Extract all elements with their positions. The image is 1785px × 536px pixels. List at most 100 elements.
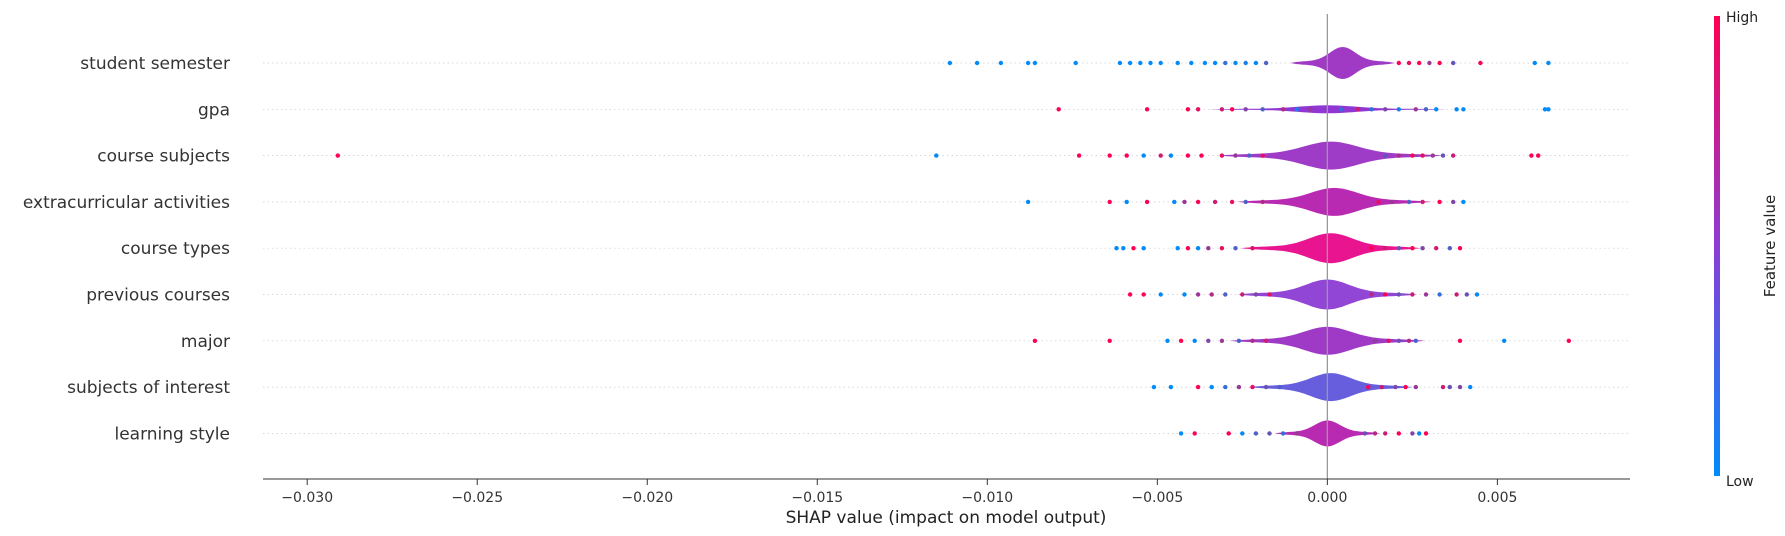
data-point bbox=[1376, 199, 1381, 205]
data-point bbox=[1447, 246, 1453, 251]
data-point bbox=[1396, 60, 1402, 66]
data-point bbox=[1032, 60, 1038, 66]
data-point bbox=[1260, 199, 1265, 205]
data-point bbox=[1461, 107, 1466, 112]
data-point bbox=[1478, 60, 1483, 66]
data-point bbox=[1396, 107, 1402, 112]
violin-shape bbox=[1248, 373, 1413, 402]
data-point bbox=[1366, 384, 1371, 390]
data-point bbox=[1107, 153, 1112, 158]
data-point bbox=[1413, 384, 1419, 390]
data-point bbox=[1250, 338, 1255, 343]
feature-label: previous courses bbox=[86, 286, 230, 306]
data-point bbox=[1175, 60, 1180, 66]
data-point bbox=[1195, 292, 1201, 297]
data-point bbox=[1464, 292, 1470, 297]
data-point bbox=[1434, 107, 1439, 112]
data-point bbox=[1141, 292, 1146, 297]
data-point bbox=[1369, 246, 1374, 251]
feature-label: learning style bbox=[114, 424, 230, 444]
data-point bbox=[1253, 431, 1259, 436]
data-point bbox=[1189, 60, 1194, 66]
feature-label: extracurricular activities bbox=[23, 193, 230, 213]
data-point bbox=[1403, 384, 1408, 390]
data-point bbox=[1226, 431, 1231, 436]
data-point bbox=[1362, 431, 1368, 436]
colorbar-title: Feature value bbox=[1761, 195, 1779, 297]
x-tick-label: −0.005 bbox=[1131, 490, 1183, 506]
data-point bbox=[1233, 60, 1238, 66]
data-point bbox=[1396, 338, 1402, 343]
data-point bbox=[1546, 60, 1551, 66]
data-point bbox=[1406, 338, 1412, 343]
data-point bbox=[1393, 384, 1398, 390]
data-point bbox=[1121, 246, 1126, 251]
data-point bbox=[1212, 60, 1218, 66]
violin-shape bbox=[1241, 233, 1421, 264]
data-point bbox=[1240, 431, 1245, 436]
data-point bbox=[1369, 107, 1374, 112]
data-point bbox=[1158, 153, 1163, 158]
data-point bbox=[1223, 60, 1228, 66]
data-point bbox=[1417, 431, 1422, 436]
data-point bbox=[1566, 338, 1572, 343]
data-point bbox=[1420, 246, 1425, 251]
data-point bbox=[1396, 153, 1402, 158]
data-point bbox=[1107, 338, 1112, 343]
data-point bbox=[1372, 431, 1378, 436]
data-point bbox=[1185, 107, 1191, 112]
data-point bbox=[1056, 107, 1061, 112]
data-point bbox=[1250, 384, 1255, 390]
data-point bbox=[1243, 199, 1248, 205]
x-tick-label: 0.000 bbox=[1307, 490, 1347, 506]
data-point bbox=[1144, 199, 1150, 205]
data-point bbox=[1233, 153, 1238, 158]
data-point bbox=[1202, 60, 1208, 66]
data-point bbox=[1338, 107, 1344, 112]
feature-label: major bbox=[181, 332, 230, 352]
data-point bbox=[1372, 338, 1378, 343]
data-point bbox=[1457, 246, 1463, 251]
data-point bbox=[1280, 107, 1286, 112]
data-point bbox=[1158, 292, 1163, 297]
data-point bbox=[1185, 246, 1191, 251]
data-point bbox=[1417, 60, 1422, 66]
data-point bbox=[1151, 384, 1157, 390]
feature-label: subjects of interest bbox=[67, 378, 230, 398]
data-point bbox=[1195, 246, 1201, 251]
data-point bbox=[1389, 199, 1395, 205]
data-point bbox=[1383, 153, 1388, 158]
data-point bbox=[1396, 431, 1402, 436]
data-point bbox=[1457, 384, 1463, 390]
data-point bbox=[1451, 153, 1456, 158]
data-point bbox=[1212, 199, 1218, 205]
data-point bbox=[1383, 246, 1388, 251]
data-point bbox=[1420, 199, 1425, 205]
data-point bbox=[1127, 292, 1133, 297]
data-point bbox=[1536, 153, 1541, 158]
data-point bbox=[1192, 431, 1197, 436]
data-point bbox=[1474, 292, 1480, 297]
data-point bbox=[1454, 107, 1459, 112]
data-point bbox=[1451, 199, 1456, 205]
data-point bbox=[1229, 107, 1235, 112]
data-point bbox=[1529, 153, 1534, 158]
data-point bbox=[1223, 292, 1228, 297]
data-point bbox=[1280, 431, 1286, 436]
data-point bbox=[1206, 246, 1211, 251]
data-point bbox=[1406, 199, 1412, 205]
data-point bbox=[1430, 153, 1436, 158]
violin-shape bbox=[1218, 141, 1443, 170]
data-point bbox=[947, 60, 953, 66]
data-point bbox=[1413, 338, 1419, 343]
data-point bbox=[1451, 60, 1456, 66]
data-point bbox=[1076, 153, 1082, 158]
data-point bbox=[1434, 246, 1439, 251]
data-point bbox=[1546, 107, 1551, 112]
x-tick-label: −0.020 bbox=[621, 490, 673, 506]
data-point bbox=[1175, 246, 1180, 251]
data-point bbox=[1199, 153, 1204, 158]
data-point bbox=[1178, 431, 1184, 436]
data-point bbox=[1406, 60, 1412, 66]
x-tick-label: −0.010 bbox=[961, 490, 1013, 506]
